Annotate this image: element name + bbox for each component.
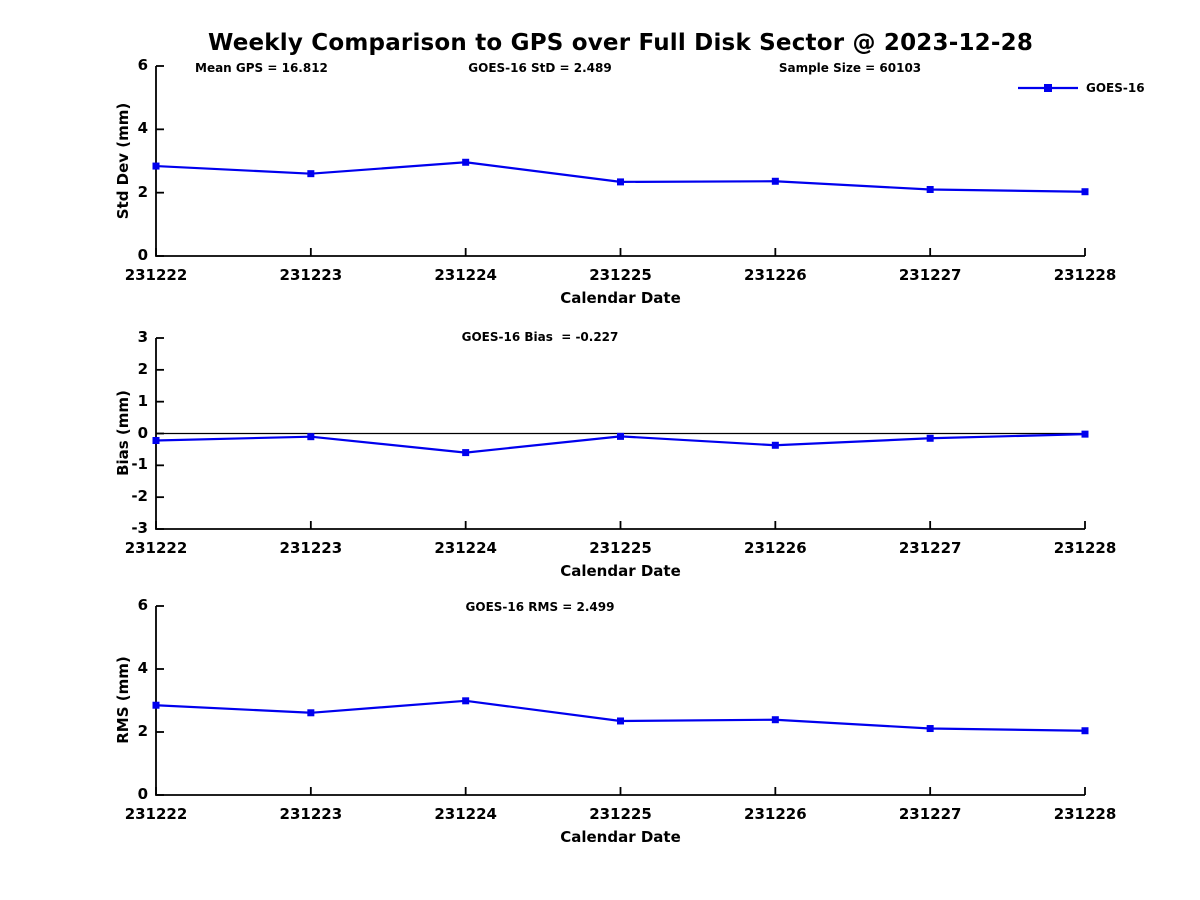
y-tick-label: 4 [137,119,148,138]
x-tick-label: 231224 [434,539,497,557]
data-point-marker [462,158,470,166]
data-point-marker [1081,727,1089,735]
data-point-marker [462,449,470,457]
annotation-goes16-std: GOES-16 StD = 2.489 [468,61,612,75]
series-line-goes-16 [155,161,1086,193]
y-tick-label: 3 [137,328,148,346]
annotation-goes16-bias: GOES-16 Bias = -0.227 [461,330,619,344]
y-tick-label: 1 [137,391,148,410]
x-tick-label: 231223 [279,266,343,284]
y-tick-label: 0 [137,246,148,264]
data-point-marker [926,725,934,733]
axis-frame [155,66,1085,257]
data-point-marker [307,170,315,178]
data-point-marker [617,717,624,725]
x-tick-label: 231226 [744,539,807,557]
x-tick-label: 231227 [898,266,962,284]
data-point-marker [771,177,779,185]
data-point-marker [926,186,934,193]
x-tick-label: 231224 [434,266,497,284]
x-tick-label: 231223 [279,539,343,557]
data-point-marker [152,437,160,445]
legend-label: GOES-16 [1086,81,1145,95]
y-tick-label: 4 [137,659,148,677]
series-line-goes-16 [155,699,1086,732]
y-tick-label: -3 [131,519,148,537]
x-axis-label-2: Calendar Date [560,562,681,580]
annotation-sample-size: Sample Size = 60103 [778,61,922,75]
x-tick-label: 231223 [279,805,343,823]
x-tick-label: 231228 [1053,805,1117,823]
x-tick-label: 231225 [589,805,652,823]
y-tick-label: -1 [131,455,148,474]
y-tick-label: 2 [137,359,148,378]
x-tick-label: 231226 [744,805,807,823]
data-point-marker [1081,188,1089,196]
axis-frame [155,606,1085,796]
legend-line-marker-icon [1018,84,1078,92]
x-tick-label: 231227 [898,539,962,557]
x-tick-label: 231225 [589,266,652,284]
data-point-marker [617,178,624,186]
y-tick-label: 6 [137,56,148,74]
data-point-marker [152,162,160,170]
x-tick-label: 231226 [744,266,807,284]
x-axis-label-3: Calendar Date [560,828,681,846]
x-tick-label: 231222 [124,805,188,823]
x-tick-label: 231222 [124,539,188,557]
data-point-marker [771,716,779,724]
y-tick-label: 0 [137,785,148,803]
annotation-mean-gps: Mean GPS = 16.812 [195,61,328,75]
data-point-marker [926,434,934,442]
data-point-marker [307,433,315,441]
data-point-marker [771,441,779,449]
data-point-marker [462,697,470,705]
annotation-goes16-rms: GOES-16 RMS = 2.499 [465,600,615,614]
y-tick-label: 2 [137,182,148,201]
data-point-marker [152,701,160,709]
x-tick-label: 231228 [1053,266,1117,284]
y-tick-label: 2 [137,722,148,740]
y-tick-label: 6 [137,596,148,614]
figure-title: Weekly Comparison to GPS over Full Disk … [207,30,1034,56]
x-tick-label: 231224 [434,805,497,823]
y-tick-label: 0 [137,423,148,442]
data-point-marker [617,432,624,440]
x-tick-label: 231227 [898,805,962,823]
x-tick-label: 231222 [124,266,188,284]
x-axis-label-1: Calendar Date [560,289,681,307]
x-tick-label: 231225 [589,539,652,557]
data-point-marker [307,709,315,717]
legend: GOES-16 [1017,81,1145,95]
x-tick-label: 231228 [1053,539,1117,557]
y-tick-label: -2 [131,487,148,506]
data-point-marker [1081,430,1089,438]
